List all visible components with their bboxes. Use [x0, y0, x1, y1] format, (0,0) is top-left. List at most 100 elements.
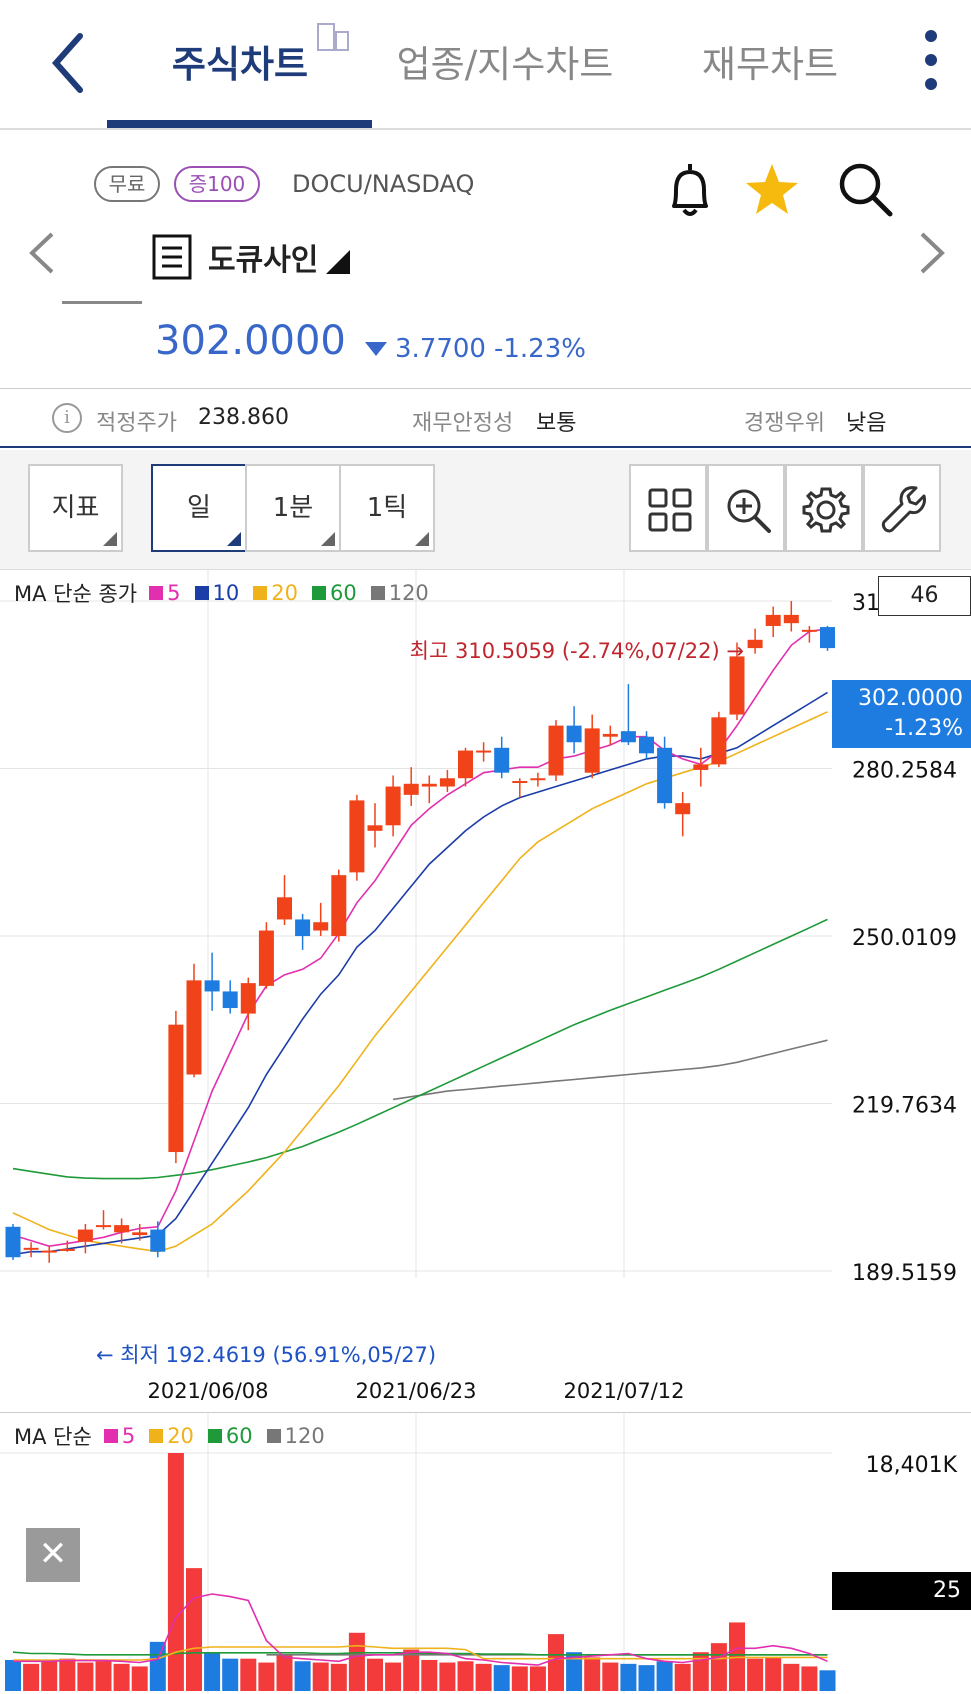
volume-bar — [113, 1663, 130, 1691]
search-button[interactable] — [836, 158, 896, 222]
volume-bar — [457, 1661, 474, 1691]
candle — [331, 875, 347, 937]
y-axis-label: 219.7634 — [852, 1094, 957, 1119]
volume-bar — [602, 1662, 619, 1691]
volume-bar — [385, 1662, 402, 1691]
volume-bar — [710, 1643, 727, 1691]
favorite-button[interactable] — [742, 158, 802, 222]
candle — [783, 614, 799, 624]
volume-bar — [5, 1659, 21, 1691]
volume-bar — [801, 1666, 818, 1691]
volume-ma-tag: 25 — [832, 1572, 971, 1610]
bell-icon — [672, 164, 708, 216]
stock-selector[interactable]: 도큐사인 — [152, 233, 352, 281]
info-icon[interactable]: i — [52, 403, 82, 433]
candle — [675, 803, 691, 815]
ma-legend-title: MA 단순 종가 — [14, 582, 138, 606]
tab-stock-chart[interactable]: 주식차트 — [171, 43, 309, 86]
candle — [41, 1250, 57, 1253]
document-icon — [316, 22, 350, 54]
volume-bar — [783, 1663, 800, 1691]
margin-badge: 증100 — [174, 166, 260, 202]
tab-financial-chart[interactable]: 재무차트 — [701, 43, 839, 86]
ma-legend-10: 10 — [194, 581, 239, 605]
price-change: 3.7700 -1.23% — [365, 334, 586, 364]
volume-bar — [276, 1654, 293, 1691]
low-annotation: ← 최저 192.4619 (56.91%,05/27) — [96, 1343, 436, 1367]
ma120-line — [392, 1039, 828, 1101]
candle — [59, 1248, 75, 1251]
next-stock-button[interactable] — [912, 228, 952, 278]
indicator-button[interactable]: 지표 — [28, 464, 123, 552]
volume-bar — [692, 1652, 709, 1691]
candle — [385, 786, 401, 826]
candle — [421, 783, 437, 787]
star-icon — [746, 164, 798, 214]
candle — [566, 725, 582, 743]
candle — [313, 922, 329, 931]
candle — [747, 639, 763, 649]
chevron-right-icon — [920, 232, 945, 274]
volume-bar — [620, 1663, 637, 1691]
prev-stock-button[interactable] — [22, 228, 62, 278]
more-menu-button[interactable] — [916, 28, 946, 92]
vol-ma5-line — [13, 1593, 828, 1666]
ma5-line — [12, 627, 828, 1248]
candle — [620, 731, 636, 743]
stability-label: 재무안정성 — [412, 411, 514, 436]
volume-bar — [348, 1632, 365, 1691]
back-button[interactable] — [40, 28, 100, 98]
volume-chart[interactable]: 18,401K MA 단순 5 20 60 120 — [0, 1412, 971, 1694]
candle — [222, 991, 238, 1009]
close-volume-button[interactable]: ✕ — [26, 1528, 80, 1582]
tools-button[interactable] — [863, 464, 941, 552]
candle — [765, 614, 781, 626]
volume-bar — [638, 1665, 655, 1691]
volume-bar — [548, 1634, 564, 1691]
period-day-button[interactable]: 일 — [151, 464, 247, 552]
candle — [729, 656, 745, 715]
top-tab-bar: 주식차트 업종/지수차트 재무차트 — [0, 0, 971, 130]
candle — [711, 717, 727, 765]
vol-ma20-line — [13, 1644, 828, 1661]
candle — [494, 747, 510, 773]
tab-sector-index-chart[interactable]: 업종/지수차트 — [396, 43, 614, 86]
period-1tick-button[interactable]: 1틱 — [339, 464, 435, 552]
candle — [168, 1024, 184, 1153]
candle — [132, 1232, 148, 1236]
free-badge: 무료 — [94, 166, 160, 202]
vol-legend-5: 5 — [103, 1424, 135, 1448]
volume-bar — [294, 1661, 311, 1691]
ma10-line — [12, 691, 828, 1256]
vol-legend-20: 20 — [149, 1424, 194, 1448]
candle — [367, 825, 383, 831]
candle — [512, 781, 528, 784]
ma20-line — [12, 711, 828, 1253]
zoom-button[interactable] — [707, 464, 785, 552]
price-tag-percent: -1.23% — [885, 716, 963, 741]
ma-legend: MA 단순 종가 5 10 20 60 120 — [14, 578, 437, 608]
change-amount: 3.7700 — [395, 334, 486, 364]
volume-bar — [529, 1666, 546, 1691]
candle — [5, 1226, 21, 1258]
price-chart[interactable]: 310.5059280.2584250.0109219.7634189.5159… — [0, 570, 971, 1412]
volume-bar — [59, 1658, 76, 1691]
period-day-label: 일 — [187, 493, 211, 523]
volume-axis-max: 18,401K — [866, 1453, 958, 1478]
ma-legend-60: 60 — [311, 581, 357, 605]
candle-count-box[interactable]: 46 — [878, 576, 971, 616]
layout-button[interactable] — [629, 464, 707, 552]
volume-bar — [584, 1657, 601, 1691]
volume-bar — [367, 1658, 383, 1691]
x-axis-label: 2021/06/08 — [147, 1379, 268, 1403]
dropdown-triangle-icon — [326, 250, 351, 274]
candle — [657, 747, 673, 804]
ma-legend-120: 120 — [370, 581, 429, 605]
stock-name: 도큐사인 — [208, 243, 319, 278]
alarm-button[interactable] — [660, 158, 720, 222]
volume-bar — [258, 1662, 275, 1691]
settings-button[interactable] — [785, 464, 863, 552]
volume-bar — [131, 1666, 148, 1691]
period-1min-button[interactable]: 1분 — [245, 464, 341, 552]
candle — [602, 733, 618, 737]
